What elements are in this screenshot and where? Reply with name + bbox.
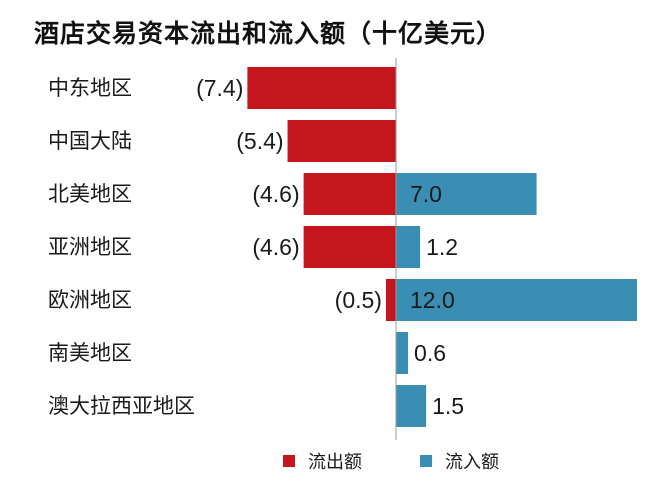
chart-title: 酒店交易资本流出和流入额（十亿美元） [34,19,503,48]
value-labels: (7.4) (5.4) (4.6) 7.0 (4.6) 1.2 (0.5) 12.0 0.6 1.… [196,75,464,419]
bar-inflow [396,332,409,374]
category-label: 澳大拉西亚地区 [48,394,195,418]
legend-label: 流入额 [445,452,499,473]
inflow-value-label: 12.0 [410,287,455,313]
legend-swatch [420,455,432,467]
inflow-value-label: 1.2 [426,234,458,260]
legend-swatch [283,455,295,467]
outflow-value-label: (0.5) [335,287,382,313]
inflow-value-label: 1.5 [432,393,464,419]
inflow-value-label: 7.0 [410,181,442,207]
category-label: 北美地区 [48,182,132,206]
outflow-value-label: (4.6) [252,181,299,207]
bar-outflow [287,120,396,162]
bar-inflow [396,385,427,427]
bar-inflow [396,173,537,215]
category-label: 南美地区 [48,341,132,365]
bars [247,67,637,427]
legend-label: 流出额 [308,452,362,473]
bar-outflow [385,279,396,321]
outflow-value-label: (5.4) [236,128,283,154]
bar-outflow [247,67,396,109]
bar-inflow [396,279,637,321]
bar-inflow [396,226,421,268]
bar-outflow [303,173,396,215]
category-label: 中国大陆 [48,129,132,153]
category-label: 亚洲地区 [48,235,132,259]
category-label: 欧洲地区 [48,288,132,312]
category-label: 中东地区 [48,76,132,100]
bar-outflow [303,226,396,268]
outflow-value-label: (7.4) [196,75,243,101]
outflow-value-label: (4.6) [252,234,299,260]
legend: 流出额 流入额 [283,452,499,473]
inflow-value-label: 0.6 [414,340,446,366]
